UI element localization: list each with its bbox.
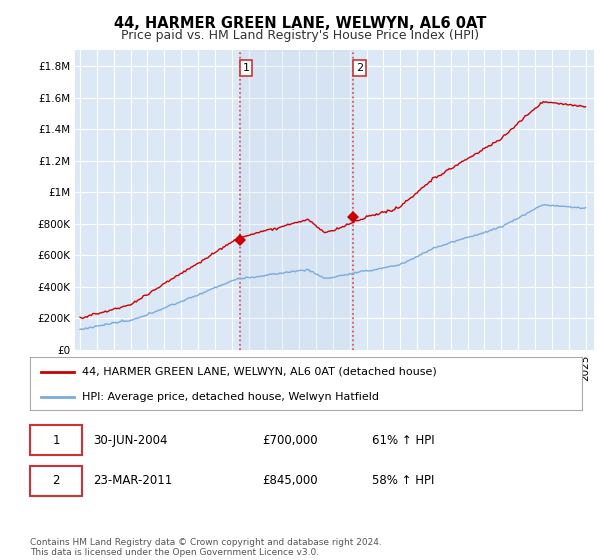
Text: HPI: Average price, detached house, Welwyn Hatfield: HPI: Average price, detached house, Welw… [82, 391, 379, 402]
Text: 30-JUN-2004: 30-JUN-2004 [94, 433, 168, 447]
Text: 44, HARMER GREEN LANE, WELWYN, AL6 0AT: 44, HARMER GREEN LANE, WELWYN, AL6 0AT [114, 16, 486, 31]
Text: 1: 1 [242, 63, 250, 73]
Text: Price paid vs. HM Land Registry's House Price Index (HPI): Price paid vs. HM Land Registry's House … [121, 29, 479, 42]
Text: 23-MAR-2011: 23-MAR-2011 [94, 474, 173, 488]
Text: 44, HARMER GREEN LANE, WELWYN, AL6 0AT (detached house): 44, HARMER GREEN LANE, WELWYN, AL6 0AT (… [82, 367, 437, 377]
Text: 2: 2 [52, 474, 59, 488]
FancyBboxPatch shape [30, 425, 82, 455]
Text: 2: 2 [356, 63, 363, 73]
Text: £700,000: £700,000 [262, 433, 317, 447]
Text: £845,000: £845,000 [262, 474, 317, 488]
Text: 61% ↑ HPI: 61% ↑ HPI [372, 433, 435, 447]
Text: 58% ↑ HPI: 58% ↑ HPI [372, 474, 434, 488]
Bar [240, 50, 353, 350]
Text: 1: 1 [52, 433, 59, 447]
FancyBboxPatch shape [30, 466, 82, 496]
Text: Contains HM Land Registry data © Crown copyright and database right 2024.
This d: Contains HM Land Registry data © Crown c… [30, 538, 382, 557]
